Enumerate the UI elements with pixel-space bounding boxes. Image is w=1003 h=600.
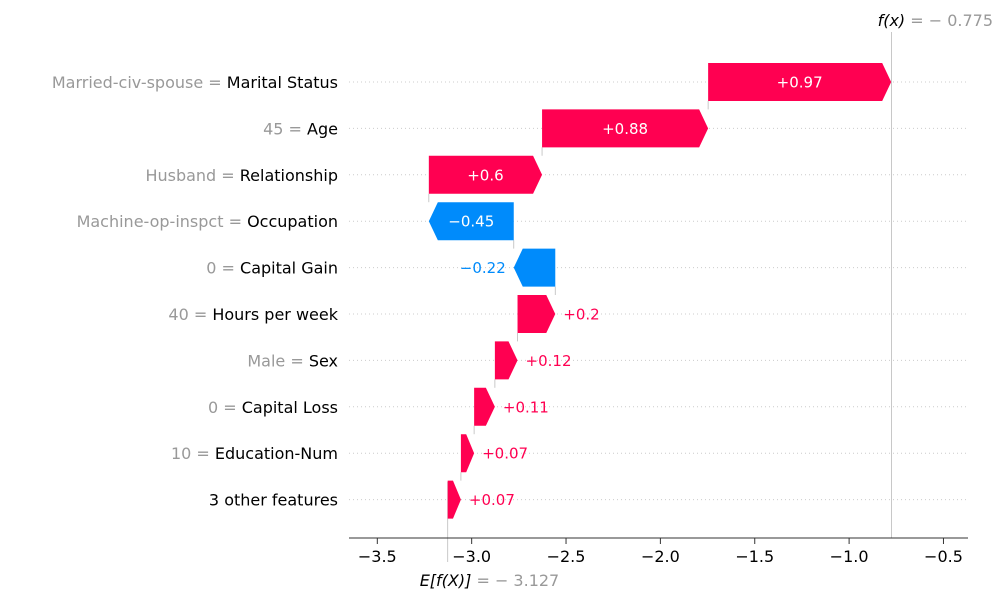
feature-value: 10 =	[171, 444, 215, 463]
bar-5	[513, 248, 556, 287]
bar-3	[428, 155, 543, 194]
bar-10	[447, 480, 461, 519]
x-tick-label: −3.5	[358, 547, 397, 566]
feature-name: Capital Loss	[242, 397, 338, 416]
x-tick-label: −3.0	[452, 547, 491, 566]
feature-value: Machine-op-inspct =	[77, 212, 248, 231]
bar-8	[474, 387, 495, 426]
feature-label-10: 3 other features	[209, 490, 338, 509]
bar-label-8: +0.11	[503, 398, 549, 416]
feature-name: 3 other features	[209, 490, 338, 509]
x-tick-label: −0.5	[924, 547, 963, 566]
x-axis: −3.5 −3.0 −2.5 −2.0 −1.5 −1.0 −0.5	[349, 537, 968, 566]
feature-name: Relationship	[240, 165, 338, 184]
feature-label-5: 0 = Capital Gain	[206, 258, 338, 277]
feature-label-8: 0 = Capital Loss	[208, 397, 338, 416]
bars: +0.97 +0.88 +0.6 −0.45 −0.22 +0.2 +0.12 +0.11 +0…	[428, 63, 892, 519]
feature-value: 45 =	[263, 119, 307, 138]
feature-label-2: 45 = Age	[263, 119, 338, 138]
feature-name: Occupation	[247, 212, 338, 231]
bar-label-6: +0.2	[563, 306, 599, 324]
output-value-annotation: f(x) = − 0.775	[878, 11, 993, 30]
feature-name: Sex	[309, 351, 338, 370]
bar-9	[460, 434, 475, 473]
bar-label-2: +0.88	[602, 120, 648, 138]
feature-value: 0 =	[206, 258, 240, 277]
feature-value: Married-civ-spouse =	[52, 73, 227, 92]
feature-name: Hours per week	[212, 305, 338, 324]
x-tick-label: −1.0	[830, 547, 869, 566]
bar-4	[428, 202, 514, 241]
annotations: E[f(X)] = − 3.127 f(x) = − 0.775	[420, 11, 993, 590]
x-tick-label: −2.0	[641, 547, 680, 566]
feature-value: 0 =	[208, 397, 242, 416]
bar-label-3: +0.6	[467, 166, 503, 184]
bar-label-1: +0.97	[777, 74, 823, 92]
feature-label-9: 10 = Education-Num	[171, 444, 338, 463]
feature-label-3: Husband = Relationship	[145, 165, 338, 184]
bar-label-10: +0.07	[469, 491, 515, 509]
feature-value: Husband =	[145, 165, 239, 184]
feature-value: 40 =	[168, 305, 212, 324]
x-tick-label: −1.5	[735, 547, 774, 566]
feature-label-4: Machine-op-inspct = Occupation	[77, 212, 338, 231]
feature-name: Education-Num	[215, 444, 338, 463]
bar-label-4: −0.45	[448, 213, 494, 231]
bar-label-5: −0.22	[460, 259, 506, 277]
bar-7	[494, 341, 518, 380]
bar-6	[517, 295, 556, 333]
feature-label-1: Married-civ-spouse = Marital Status	[52, 73, 338, 92]
feature-name: Capital Gain	[240, 258, 338, 277]
bar-1	[708, 63, 892, 101]
bar-2	[542, 109, 709, 148]
base-value-annotation: E[f(X)] = − 3.127	[420, 571, 560, 590]
feature-label-6: 40 = Hours per week	[168, 305, 338, 324]
x-tick-label: −2.5	[547, 547, 586, 566]
feature-value: Male =	[247, 351, 308, 370]
feature-name: Age	[307, 119, 338, 138]
bar-label-7: +0.12	[526, 352, 572, 370]
feature-label-7: Male = Sex	[247, 351, 338, 370]
bar-label-9: +0.07	[482, 445, 528, 463]
feature-name: Marital Status	[227, 73, 338, 92]
feature-labels: Married-civ-spouse = Marital Status 45 = …	[52, 73, 339, 510]
